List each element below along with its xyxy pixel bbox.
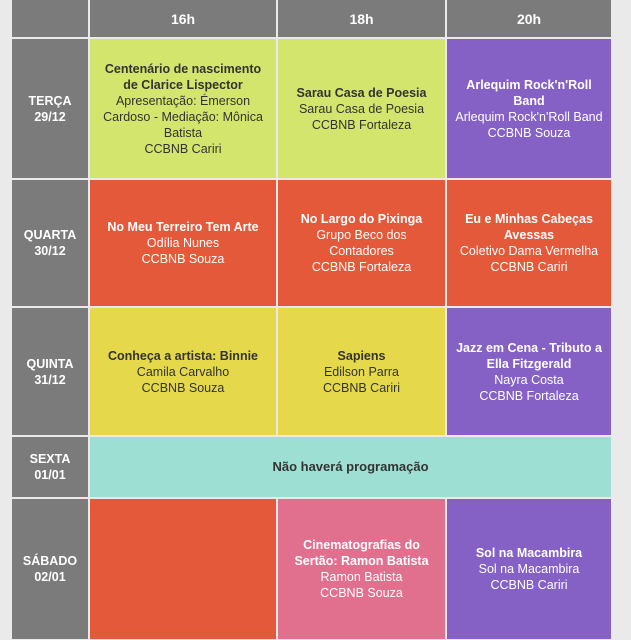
day-date: 31/12 (34, 372, 66, 387)
event-cell: Arlequim Rock'n'Roll Band Arlequim Rock'n… (447, 39, 611, 178)
event-title: Eu e Minhas Cabeças Avessas (465, 212, 593, 242)
day-name: SÁBADO (22, 554, 78, 568)
event-detail: Odília Nunes (146, 236, 220, 250)
event-detail: Sarau Casa de Poesia (298, 101, 425, 116)
event-detail: Arlequim Rock'n'Roll Band (455, 109, 603, 124)
day-name: QUARTA (23, 228, 77, 242)
event-detail: Camila Carvalho (136, 364, 230, 379)
event-title: Cinematografias do Sertão: Ramon Batista (294, 538, 429, 568)
event-detail: Grupo Beco dos Contadores (316, 228, 407, 258)
day-name: SEXTA (29, 452, 71, 466)
event-title: Sol na Macambira (475, 546, 583, 560)
event-detail: CCBNB Cariri (144, 141, 222, 156)
event-cell: Sarau Casa de Poesia Sarau Casa de Poesia… (278, 39, 445, 178)
header-time-18h: 18h (278, 0, 445, 37)
event-cell: No Meu Terreiro Tem Arte Odília Nunes CCBN… (90, 180, 276, 306)
day-label: SÁBADO 02/01 (12, 499, 88, 639)
event-title: Sapiens (337, 348, 386, 363)
event-detail: Edilson Parra (323, 364, 400, 379)
event-title: Sarau Casa de Poesia (296, 85, 427, 100)
event-detail: CCBNB Souza (320, 586, 403, 600)
event-cell: No Largo do Pixinga Grupo Beco dos Contad… (278, 180, 445, 306)
day-date: 01/01 (34, 468, 66, 482)
event-title: Jazz em Cena - Tributo a Ella Fitzgerald (456, 340, 602, 371)
day-name: QUINTA (26, 356, 74, 371)
event-cell (90, 499, 276, 639)
event-cell: Conheça a artista: Binnie Camila Carvalho… (90, 308, 276, 435)
event-cell: Centenário de nascimento de Clarice Lisp… (90, 39, 276, 178)
no-program-notice: Não haverá programação (90, 437, 611, 497)
event-title: No Largo do Pixinga (300, 212, 423, 226)
schedule-table: 16h 18h 20h TERÇA 29/12 Centenário de nasc… (12, 0, 612, 640)
event-cell: Sapiens Edilson Parra CCBNB Cariri (278, 308, 445, 435)
event-detail: CCBNB Cariri (490, 260, 568, 274)
event-cell: Eu e Minhas Cabeças Avessas Coletivo Dama… (447, 180, 611, 306)
event-title: Conheça a artista: Binnie (107, 348, 259, 363)
event-detail: Apresentação: Émerson Cardoso - Mediação… (103, 93, 263, 140)
event-cell: Jazz em Cena - Tributo a Ella Fitzgerald… (447, 308, 611, 435)
event-detail: CCBNB Souza (487, 125, 571, 140)
day-date: 30/12 (34, 244, 66, 258)
header-time-20h: 20h (447, 0, 611, 37)
day-date: 29/12 (34, 109, 66, 124)
event-detail: CCBNB Cariri (322, 380, 401, 395)
header-corner (12, 0, 88, 37)
event-detail: CCBNB Fortaleza (479, 388, 579, 403)
event-title: Arlequim Rock'n'Roll Band (466, 77, 592, 108)
day-name: TERÇA (28, 93, 72, 108)
event-cell: Cinematografias do Sertão: Ramon Batista… (278, 499, 445, 639)
day-label: QUINTA 31/12 (12, 308, 88, 435)
header-time-16h: 16h (90, 0, 276, 37)
event-detail: CCBNB Cariri (490, 578, 568, 592)
event-title: No Meu Terreiro Tem Arte (107, 220, 259, 234)
event-detail: CCBNB Fortaleza (311, 117, 412, 132)
event-detail: CCBNB Fortaleza (311, 260, 412, 274)
event-detail: Sol na Macambira (478, 562, 580, 576)
event-detail: Ramon Batista (320, 570, 403, 584)
day-label: SEXTA 01/01 (12, 437, 88, 497)
event-detail: CCBNB Souza (141, 252, 225, 266)
event-detail: Nayra Costa (494, 372, 564, 387)
event-detail: CCBNB Souza (141, 380, 225, 395)
day-date: 02/01 (34, 570, 66, 584)
day-label: QUARTA 30/12 (12, 180, 88, 306)
event-cell: Sol na Macambira Sol na Macambira CCBNB Ca… (447, 499, 611, 639)
day-label: TERÇA 29/12 (12, 39, 88, 178)
event-title: Centenário de nascimento de Clarice Lisp… (104, 61, 262, 92)
event-detail: Coletivo Dama Vermelha (459, 244, 599, 258)
